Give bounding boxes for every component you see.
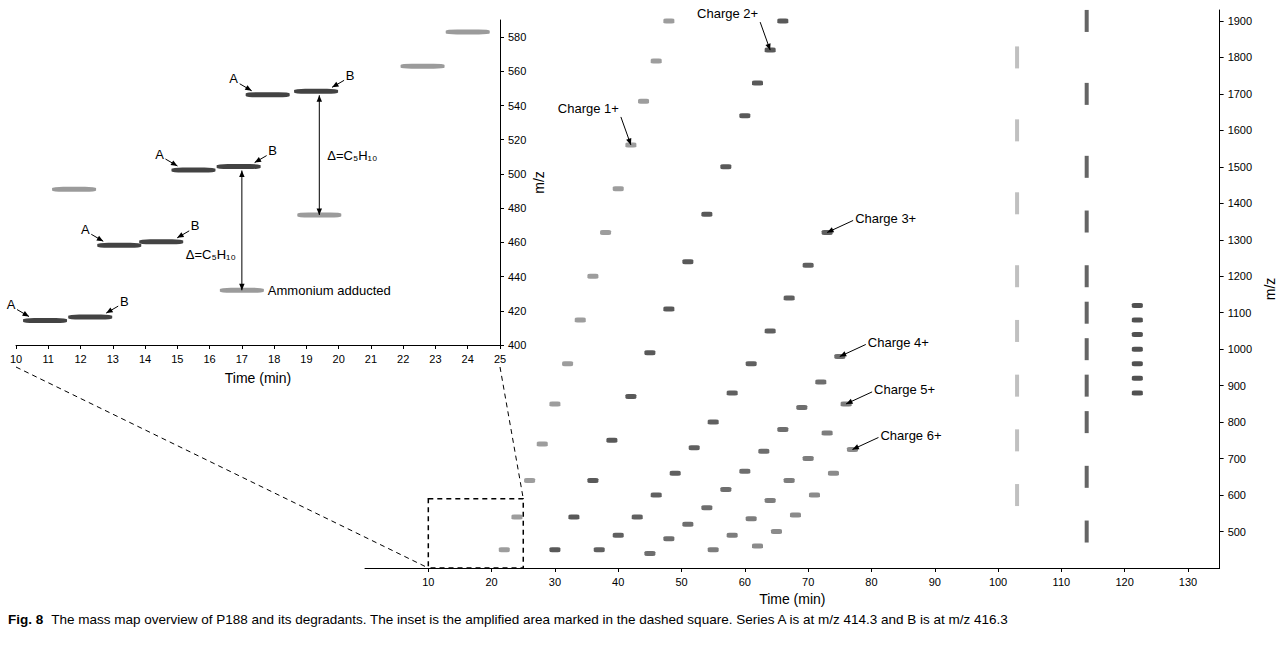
svg-text:500: 500 [508, 168, 526, 180]
svg-text:130: 130 [1179, 576, 1197, 588]
svg-text:A: A [81, 222, 90, 237]
svg-text:B: B [120, 294, 129, 309]
svg-text:11: 11 [43, 353, 54, 365]
svg-text:1900: 1900 [1228, 15, 1252, 27]
svg-text:Charge 2+: Charge 2+ [697, 6, 758, 21]
svg-text:15: 15 [171, 353, 183, 365]
svg-text:A: A [7, 297, 16, 312]
svg-text:B: B [191, 218, 200, 233]
svg-text:B: B [268, 143, 277, 158]
svg-text:m/z: m/z [1262, 278, 1278, 301]
svg-text:Ammonium adducted: Ammonium adducted [268, 283, 391, 298]
svg-text:10: 10 [422, 576, 434, 588]
svg-text:Charge 4+: Charge 4+ [868, 335, 929, 350]
svg-text:600: 600 [1228, 489, 1246, 501]
svg-text:14: 14 [139, 353, 151, 365]
svg-text:30: 30 [549, 576, 561, 588]
svg-text:1200: 1200 [1228, 270, 1252, 282]
svg-text:540: 540 [508, 100, 526, 112]
svg-text:Charge 1+: Charge 1+ [558, 101, 619, 116]
svg-text:20: 20 [333, 353, 345, 365]
svg-text:100: 100 [989, 576, 1007, 588]
svg-text:520: 520 [508, 134, 526, 146]
svg-text:900: 900 [1228, 380, 1246, 392]
svg-text:Time (min): Time (min) [759, 591, 825, 607]
svg-text:80: 80 [865, 576, 877, 588]
svg-text:20: 20 [485, 576, 497, 588]
svg-text:400: 400 [508, 339, 526, 351]
svg-text:60: 60 [739, 576, 751, 588]
svg-text:70: 70 [802, 576, 814, 588]
svg-text:Charge 3+: Charge 3+ [855, 211, 916, 226]
svg-text:480: 480 [508, 202, 526, 214]
svg-text:110: 110 [1053, 576, 1071, 588]
svg-text:1100: 1100 [1228, 307, 1252, 319]
svg-text:23: 23 [429, 353, 441, 365]
svg-text:40: 40 [612, 576, 624, 588]
html-text:The mass map overview of P188: The mass map overview of P188 and its de… [51, 612, 1008, 627]
svg-text:Δ=C₅H₁₀: Δ=C₅H₁₀ [327, 148, 377, 163]
svg-text:1700: 1700 [1228, 88, 1252, 100]
svg-text:90: 90 [929, 576, 941, 588]
svg-text:22: 22 [397, 353, 409, 365]
svg-text:19: 19 [300, 353, 312, 365]
svg-text:17: 17 [236, 353, 248, 365]
svg-text:440: 440 [508, 271, 526, 283]
svg-text:10: 10 [10, 353, 22, 365]
svg-text:580: 580 [508, 31, 526, 43]
svg-text:12: 12 [74, 353, 86, 365]
svg-text:Charge 5+: Charge 5+ [874, 382, 935, 397]
svg-text:21: 21 [365, 353, 377, 365]
svg-text:1500: 1500 [1228, 161, 1252, 173]
svg-text:50: 50 [675, 576, 687, 588]
svg-text:16: 16 [203, 353, 215, 365]
svg-text:1600: 1600 [1228, 124, 1252, 136]
svg-text:420: 420 [508, 305, 526, 317]
svg-text:460: 460 [508, 236, 526, 248]
svg-text:m/z: m/z [531, 171, 547, 194]
svg-text:500: 500 [1228, 526, 1246, 538]
html-text:Fig. 8: Fig. 8 [8, 612, 44, 627]
svg-text:B: B [346, 68, 355, 83]
svg-text:Charge 6+: Charge 6+ [880, 428, 941, 443]
svg-text:18: 18 [268, 353, 280, 365]
svg-text:1400: 1400 [1228, 197, 1252, 209]
svg-text:560: 560 [508, 65, 526, 77]
svg-text:A: A [155, 147, 164, 162]
svg-text:1000: 1000 [1228, 343, 1252, 355]
svg-text:A: A [229, 71, 238, 86]
svg-text:Time (min): Time (min) [225, 370, 291, 386]
svg-text:800: 800 [1228, 416, 1246, 428]
svg-text:1800: 1800 [1228, 51, 1252, 63]
svg-text:1300: 1300 [1228, 234, 1252, 246]
svg-text:120: 120 [1115, 576, 1133, 588]
svg-text:Δ=C₅H₁₀: Δ=C₅H₁₀ [186, 247, 236, 262]
svg-text:700: 700 [1228, 453, 1246, 465]
svg-text:25: 25 [494, 353, 506, 365]
svg-text:13: 13 [107, 353, 119, 365]
svg-text:24: 24 [462, 353, 474, 365]
